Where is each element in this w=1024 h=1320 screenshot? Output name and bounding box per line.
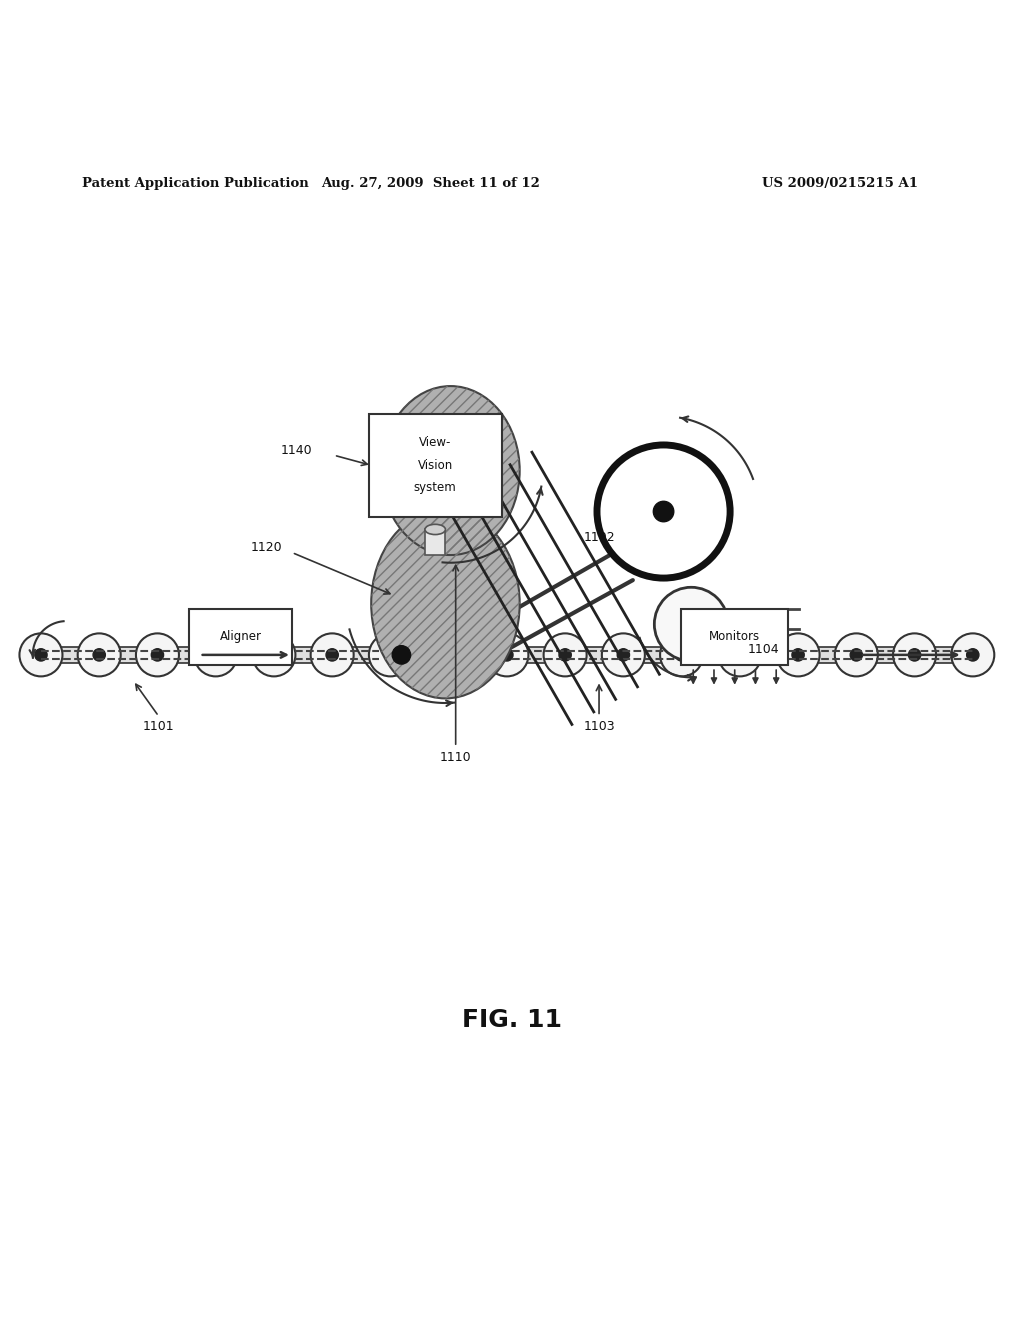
Ellipse shape — [425, 524, 445, 535]
Circle shape — [384, 648, 396, 661]
Text: 1120: 1120 — [251, 541, 283, 554]
Text: Patent Application Publication: Patent Application Publication — [82, 177, 308, 190]
Circle shape — [326, 648, 338, 661]
Text: system: system — [414, 482, 457, 495]
Circle shape — [676, 648, 688, 661]
Text: 1140: 1140 — [281, 444, 312, 457]
Bar — [681, 609, 788, 665]
Circle shape — [19, 634, 62, 676]
Text: Aug. 27, 2009  Sheet 11 of 12: Aug. 27, 2009 Sheet 11 of 12 — [321, 177, 540, 190]
Circle shape — [442, 648, 455, 661]
Circle shape — [776, 634, 819, 676]
Text: Aligner: Aligner — [219, 631, 262, 643]
Bar — [41, 647, 973, 663]
Circle shape — [485, 634, 528, 676]
Circle shape — [951, 634, 994, 676]
Circle shape — [967, 648, 979, 661]
Circle shape — [733, 648, 745, 661]
Circle shape — [427, 634, 470, 676]
Circle shape — [544, 634, 587, 676]
Circle shape — [835, 634, 878, 676]
Circle shape — [152, 648, 164, 661]
Circle shape — [392, 645, 411, 664]
Ellipse shape — [371, 510, 519, 698]
Text: 1110: 1110 — [440, 751, 471, 764]
Circle shape — [683, 616, 699, 632]
Circle shape — [908, 648, 921, 661]
Circle shape — [792, 648, 804, 661]
Circle shape — [617, 648, 630, 661]
Ellipse shape — [381, 385, 520, 554]
Circle shape — [210, 648, 222, 661]
Text: FIG. 11: FIG. 11 — [462, 1008, 562, 1032]
Circle shape — [501, 648, 513, 661]
Circle shape — [653, 502, 674, 521]
Circle shape — [136, 634, 179, 676]
Circle shape — [267, 648, 280, 661]
Circle shape — [252, 634, 295, 676]
Text: Monitors: Monitors — [710, 631, 760, 643]
Bar — [369, 414, 502, 516]
Text: 1103: 1103 — [584, 721, 614, 733]
Circle shape — [660, 634, 703, 676]
Circle shape — [310, 634, 353, 676]
Bar — [425, 529, 445, 554]
Text: 1102: 1102 — [584, 531, 615, 544]
Circle shape — [893, 634, 936, 676]
Bar — [189, 609, 292, 665]
Text: View-: View- — [419, 437, 452, 449]
Circle shape — [718, 634, 762, 676]
Circle shape — [602, 634, 645, 676]
Circle shape — [78, 634, 121, 676]
Circle shape — [654, 587, 728, 661]
Circle shape — [597, 445, 730, 578]
Circle shape — [93, 648, 105, 661]
Circle shape — [195, 634, 238, 676]
Circle shape — [369, 634, 412, 676]
Text: Vision: Vision — [418, 459, 453, 473]
Text: US 2009/0215215 A1: US 2009/0215215 A1 — [762, 177, 918, 190]
Text: 1104: 1104 — [748, 643, 779, 656]
Circle shape — [850, 648, 862, 661]
Circle shape — [35, 648, 47, 661]
Text: 1101: 1101 — [143, 721, 174, 733]
Circle shape — [559, 648, 571, 661]
